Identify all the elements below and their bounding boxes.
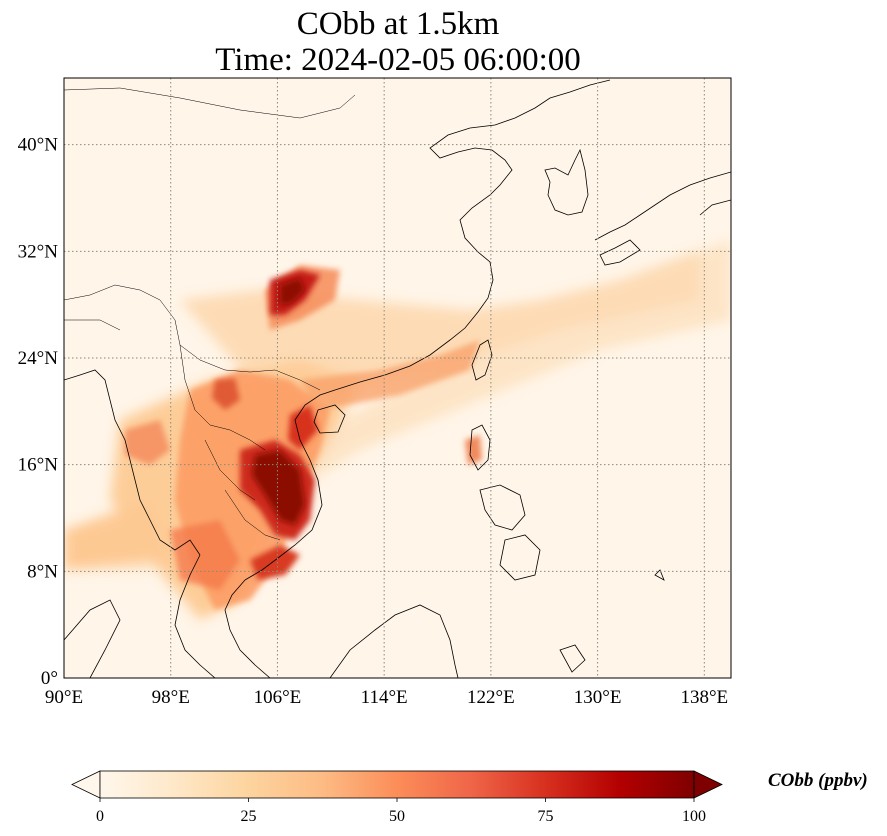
y-tick-label: 24°N xyxy=(18,348,59,369)
colorbar-tick-label: 0 xyxy=(96,808,104,825)
x-axis-ticks: 90°E 98°E 106°E 114°E 122°E 130°E 138°E xyxy=(45,687,728,708)
colorbar-tick-label: 25 xyxy=(241,808,257,825)
x-tick-label: 130°E xyxy=(574,687,622,708)
map-title-line2: Time: 2024-02-05 06:00:00 xyxy=(215,42,581,78)
colorbar-extend-min xyxy=(71,770,101,799)
y-tick-label: 40°N xyxy=(18,135,59,156)
colorbar: 0 25 50 75 100 xyxy=(71,770,723,825)
y-tick-label: 8°N xyxy=(27,561,58,582)
y-axis-ticks: 0° 8°N 16°N 24°N 32°N 40°N xyxy=(18,135,59,689)
x-tick-label: 138°E xyxy=(680,687,728,708)
x-tick-label: 106°E xyxy=(254,687,302,708)
colorbar-label: CObb (ppbv) xyxy=(768,770,868,791)
map-frame xyxy=(63,77,732,679)
x-tick-label: 98°E xyxy=(152,687,190,708)
colorbar-tick-label: 75 xyxy=(538,808,554,825)
y-tick-label: 0° xyxy=(41,668,58,689)
colorbar-extend-max xyxy=(693,770,723,799)
y-tick-label: 32°N xyxy=(18,241,59,262)
colorbar-tick-label: 50 xyxy=(389,808,405,825)
coastlines xyxy=(64,79,731,678)
x-tick-label: 114°E xyxy=(361,687,408,708)
x-tick-label: 122°E xyxy=(467,687,515,708)
x-tick-label: 90°E xyxy=(45,687,83,708)
colorbar-tick-label: 100 xyxy=(682,808,706,825)
y-tick-label: 16°N xyxy=(18,455,59,476)
country-borders xyxy=(64,87,356,541)
gridlines xyxy=(64,78,731,678)
colorbar-gradient xyxy=(100,771,694,798)
map-title-line1: CObb at 1.5km xyxy=(296,6,500,42)
